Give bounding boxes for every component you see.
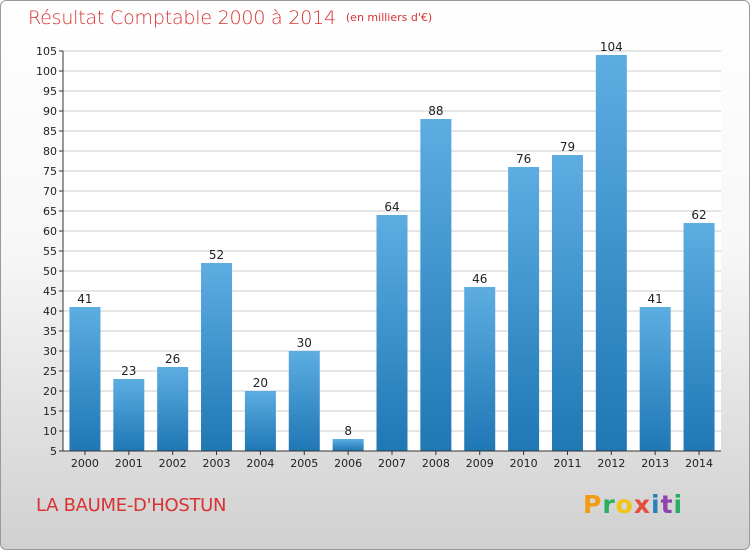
- data-label: 64: [384, 200, 399, 214]
- x-tick-label: 2003: [203, 457, 231, 470]
- bar: [113, 379, 145, 451]
- bar: [595, 55, 627, 451]
- x-tick-label: 2014: [685, 457, 713, 470]
- data-label: 76: [516, 152, 531, 166]
- x-tick-label: 2013: [641, 457, 669, 470]
- y-tick-label: 90: [43, 105, 57, 118]
- data-label: 41: [648, 292, 663, 306]
- x-tick-label: 2004: [246, 457, 274, 470]
- y-tick-label: 95: [43, 85, 57, 98]
- y-tick-label: 70: [43, 185, 57, 198]
- bar: [157, 367, 189, 451]
- bar: [420, 119, 452, 451]
- title-row: Résultat Comptable 2000 à 2014 (en millie…: [28, 7, 432, 29]
- logo-letter: o: [615, 490, 634, 519]
- y-tick-label: 105: [36, 45, 57, 58]
- data-label: 79: [560, 140, 575, 154]
- x-tick-label: 2008: [422, 457, 450, 470]
- bar: [683, 223, 715, 451]
- x-tick-label: 2011: [553, 457, 581, 470]
- y-tick-label: 30: [43, 345, 57, 358]
- y-tick-label: 55: [43, 245, 57, 258]
- bar: [508, 167, 540, 451]
- y-tick-label: 80: [43, 145, 57, 158]
- chart-subtitle: (en milliers d'€): [345, 11, 433, 24]
- logo-letter: r: [602, 490, 616, 519]
- bar: [464, 287, 496, 451]
- bar: [376, 215, 408, 451]
- y-tick-label: 5: [50, 445, 57, 458]
- bar-layer: 41 23 26 52 20 30 8 64 88 46 76 79 104 41 62: [69, 40, 715, 451]
- bar: [288, 351, 320, 451]
- commune-name: LA BAUME-D'HOSTUN: [36, 495, 227, 516]
- data-label: 8: [344, 424, 352, 438]
- data-label: 104: [600, 40, 623, 54]
- x-tick-label: 2012: [597, 457, 625, 470]
- logo-letter: x: [633, 490, 651, 519]
- y-tick-label: 10: [43, 425, 57, 438]
- y-tick-label: 50: [43, 265, 57, 278]
- bar: [244, 391, 276, 451]
- chart-title: Résultat Comptable 2000 à 2014: [28, 7, 336, 29]
- x-tick-label: 2009: [466, 457, 494, 470]
- y-tick-label: 35: [43, 325, 57, 338]
- data-label: 30: [297, 336, 312, 350]
- x-tick-label: 2007: [378, 457, 406, 470]
- data-label: 88: [428, 104, 443, 118]
- logo-letter: i: [651, 490, 661, 519]
- bar: [551, 155, 583, 451]
- y-tick-label: 75: [43, 165, 57, 178]
- data-label: 41: [77, 292, 92, 306]
- x-tick-label: 2010: [510, 457, 538, 470]
- x-tick-label: 2001: [115, 457, 143, 470]
- y-tick-label: 20: [43, 385, 57, 398]
- y-tick-label: 15: [43, 405, 57, 418]
- logo-letter: P: [583, 490, 603, 519]
- y-tick-label: 65: [43, 205, 57, 218]
- data-label: 62: [691, 208, 706, 222]
- proxiti-logo[interactable]: Proxiti: [583, 490, 683, 519]
- logo-letter: t: [660, 490, 674, 519]
- x-tick-label: 2005: [290, 457, 318, 470]
- bar: [332, 439, 364, 451]
- bar: [69, 307, 101, 451]
- axis-layer: 5 10 15 20 25 30 35 40 45 50 55 60 65 70 75 80 85 90 95 100…: [36, 45, 721, 470]
- data-label: 46: [472, 272, 487, 286]
- x-tick-label: 2000: [71, 457, 99, 470]
- y-tick-label: 60: [43, 225, 57, 238]
- x-tick-label: 2002: [159, 457, 187, 470]
- bar: [201, 263, 233, 451]
- x-tick-label: 2006: [334, 457, 362, 470]
- data-label: 52: [209, 248, 224, 262]
- y-tick-label: 40: [43, 305, 57, 318]
- data-label: 23: [121, 364, 136, 378]
- y-tick-label: 85: [43, 125, 57, 138]
- logo-letter: i: [673, 490, 684, 519]
- data-label: 20: [253, 376, 268, 390]
- y-tick-label: 25: [43, 365, 57, 378]
- data-label: 26: [165, 352, 180, 366]
- bar: [639, 307, 671, 451]
- y-tick-label: 100: [36, 65, 57, 78]
- y-tick-label: 45: [43, 285, 57, 298]
